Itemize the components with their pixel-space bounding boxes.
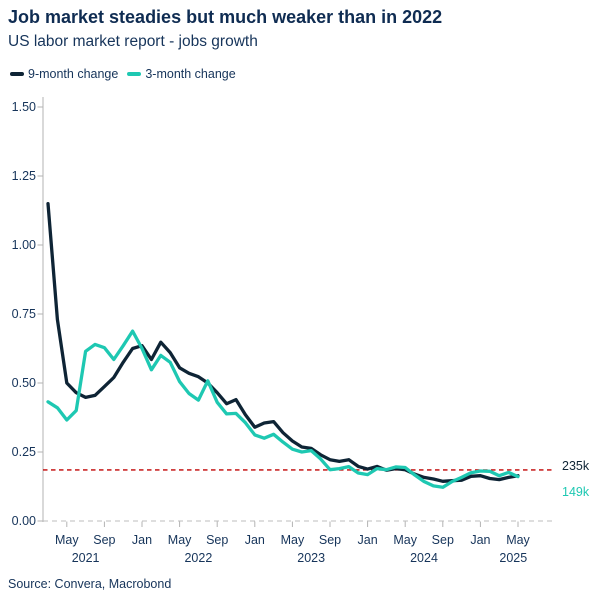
source-note: Source: Convera, Macrobond	[8, 577, 172, 591]
x-tick-label: Jan	[245, 533, 265, 547]
x-tick-label: May	[168, 533, 192, 547]
legend-swatch-9-month-icon	[10, 72, 24, 76]
end-label-3-month-change: 149k	[562, 485, 590, 499]
legend-item-3-month-change: 3-month change	[127, 67, 236, 81]
y-tick-label: 0.25	[12, 445, 36, 459]
year-label: 2022	[184, 551, 212, 565]
legend-label-3-month: 3-month change	[145, 67, 236, 81]
x-tick-label: Sep	[432, 533, 454, 547]
x-tick-label: Sep	[319, 533, 341, 547]
chart-subtitle: US labor market report - jobs growth	[8, 33, 258, 50]
year-label: 2021	[72, 551, 100, 565]
y-tick-label: 1.25	[12, 169, 36, 183]
y-tick-label: 0.00	[12, 514, 36, 528]
x-tick-label: Jan	[132, 533, 152, 547]
x-tick-label: May	[506, 533, 530, 547]
nine-month-change-line	[46, 201, 520, 483]
chart-title: Job market steadies but much weaker than…	[8, 7, 443, 27]
year-label: 2024	[410, 551, 438, 565]
legend-swatch-3-month-icon	[127, 72, 142, 76]
x-tick-label: May	[55, 533, 79, 547]
year-label: 2025	[499, 551, 527, 565]
y-tick-label: 1.00	[12, 238, 36, 252]
y-tick-label: 1.50	[12, 100, 36, 114]
legend-item-9-month-change: 9-month change	[10, 67, 118, 81]
y-tick-label: 0.50	[12, 376, 36, 390]
x-tick-label: Jan	[470, 533, 490, 547]
end-label-9-month-change: 235k	[562, 459, 590, 473]
x-tick-label: May	[281, 533, 305, 547]
three-month-change-line	[46, 329, 520, 489]
x-tick-label: Sep	[93, 533, 115, 547]
year-label: 2023	[297, 551, 325, 565]
legend: 9-month change 3-month change	[10, 67, 245, 81]
x-tick-label: Sep	[206, 533, 228, 547]
y-tick-label: 0.75	[12, 307, 36, 321]
legend-label-9-month: 9-month change	[28, 67, 119, 81]
x-tick-label: May	[393, 533, 417, 547]
x-tick-label: Jan	[358, 533, 378, 547]
